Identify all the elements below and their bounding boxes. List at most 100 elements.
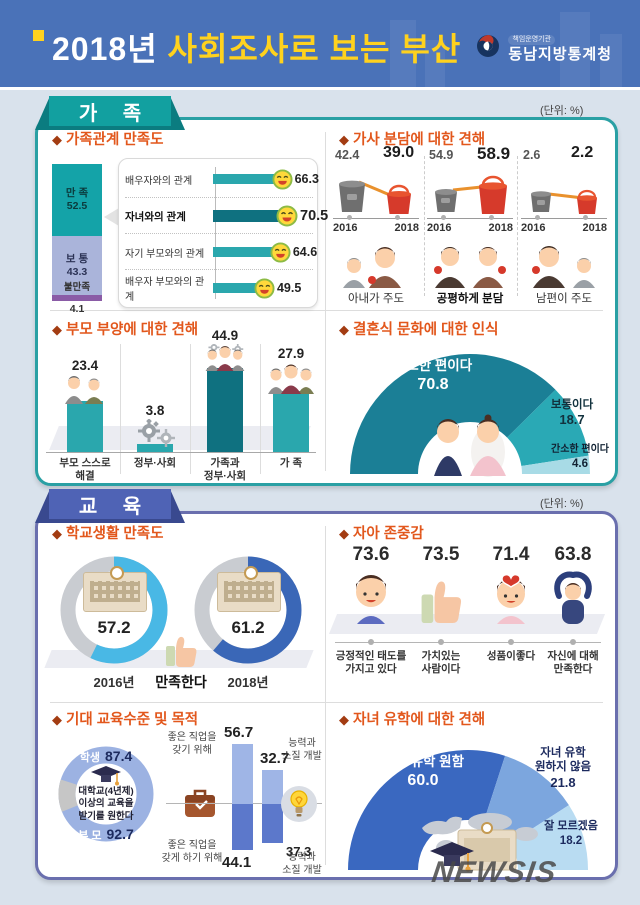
purpose-caption: 좋은 직업을 갖게 하기 위해 [161,840,223,864]
bar [213,283,265,293]
esteem-item: 63.8 [537,544,609,624]
panel-title: ◆ 학교생활 만족도 [52,526,164,542]
purpose-caption: 능력과 소질 개발 [282,738,322,762]
stack-bottom-value: 4.1 [69,303,85,315]
year-label: 2016 [521,222,546,234]
student-bar [232,744,253,804]
bar-row: 배우자와의 관계 66.3 [125,161,319,197]
gauge-slice [521,455,590,474]
smiley-face-icon [254,277,275,299]
agency-logo: 책임운영기관 동남지방통계청 [475,28,612,63]
graduation-cap-icon [91,766,121,786]
panel-title: ◆ 부모 부양에 대한 견해 [52,322,199,338]
page-header: 2018년 사회조사로 보는 부산 책임운영기관 동남지방통계청 [0,0,640,90]
diamond-bullet-icon: ◆ [52,322,62,337]
gears-icon [138,418,175,447]
axis-line [427,218,513,219]
education-section-box: ◆ 학교생활 만족도 57.2 61.2 [35,511,618,880]
gauge-label-average: 보통이다 18.7 [550,399,594,428]
axis-line [335,642,601,643]
family-section-box: ◆ 가족관계 만족도 만 족 52.5 보 통 43.3 불만족 4.1 배우자와의 … [35,117,618,486]
student-ring-label: 학생 87.4 [79,748,133,764]
esteem-item: 71.4 [475,544,547,624]
group-caption: 아내가 주도 [347,293,405,305]
purpose-caption: 좋은 직업을 갖기 위해 [167,732,217,756]
gauge-label-not-want: 자녀 유학 원하지 않음 21.8 [534,747,592,790]
donut-arc [60,556,168,664]
gauge-slice [350,354,556,474]
group-caption: 남편이 주도 [535,293,593,305]
panel-title: ◆ 기대 교육수준 및 목적 [52,712,199,728]
panel-housework-sharing: ◆ 가사 분담에 대한 견해 42.4 39.0 2016 2018 [325,120,615,310]
thumbs-up-icon [421,581,462,623]
taegeuk-logo-icon [477,34,500,57]
callout-arrow [104,208,119,226]
group-caption: 공평하게 분담 [436,293,504,305]
lightbulb-icon [290,790,308,817]
tick-dot [489,215,494,220]
couple-icon [532,246,595,288]
tick-dot [395,215,400,220]
elderly-couple-icon [65,375,103,404]
bar-value: 44.1 [222,854,252,871]
skyline-decoration [600,34,622,87]
bar-column: 3.8 [120,328,190,452]
newsis-watermark: NEWSIS [429,856,559,889]
diamond-bullet-icon: ◆ [52,712,62,727]
bar-value: 32.7 [260,750,290,767]
smiley-face-icon [270,241,291,263]
divider [424,156,425,296]
bar [273,390,309,452]
divider [517,156,518,296]
tick-dot [535,215,540,220]
year-label: 2018년 [227,675,269,690]
gauge-label-unsure: 잘 모르겠음 18.2 [544,820,598,847]
diamond-bullet-icon: ◆ [339,322,349,337]
bride-groom-icon [434,414,506,477]
diamond-bullet-icon: ◆ [339,526,349,541]
bar-value: 37.3 [286,844,312,859]
divider [190,344,191,474]
divider [260,344,261,474]
relationship-bars-panel: 배우자와의 관계 66.3 자녀와의 관계 70.5 [118,158,328,308]
bar-row: 자기 부모와의 관계 64.6 [125,233,317,270]
esteem-caption: 가치있는 사람이다 [421,650,461,676]
bar-row: 배우자 부모와의 관계 49.5 [125,269,313,306]
title-bullet-square [33,30,44,41]
bar-row: 자녀와의 관계 70.5 [125,197,328,234]
positive-face-icon [356,575,386,624]
donut-value: 61.2 [231,618,265,637]
stack-segment: 보 통 43.3 [52,235,102,296]
smiley-face-icon [276,205,298,227]
panel-expected-education: ◆ 기대 교육수준 및 목적 학생 87.4 부 모 92.7 대학교(4년제) … [38,702,325,876]
skyline-decoration [560,12,590,87]
year-label: 2018 [394,222,419,234]
parent-bar [262,804,283,844]
gauge-slice [507,389,589,467]
panel-family-relationship-satisfaction: ◆ 가족관계 만족도 만 족 52.5 보 통 43.3 불만족 4.1 배우자와의 … [38,120,328,315]
buckets-icon [435,175,507,214]
year-label: 2018 [488,222,513,234]
divider [120,344,121,474]
donut-2016: 57.2 [60,556,168,664]
bar-column: 44.9 [190,328,260,452]
panel-title: ◆ 자녀 유학에 대한 견해 [339,712,486,728]
donut-arc [194,556,302,664]
tick-dot [438,639,444,645]
buckets-icon [531,189,597,214]
diamond-bullet-icon: ◆ [339,712,349,727]
year-label: 2016년 [93,675,135,690]
skyline-decoration [425,40,445,87]
buckets-icon [339,180,411,214]
axis-line [333,218,419,219]
panel-self-esteem: ◆ 자아 존중감 73.6 73.5 71.4 [325,514,615,702]
year-label: 2018 [582,222,607,234]
tick-dot [441,215,446,220]
graduation-cap-icon [430,842,474,872]
stack-segment: 불만족 [52,282,102,301]
student-bar [262,769,283,804]
page-title: 2018년 사회조사로 보는 부산 [52,24,461,70]
bar-category: 가 족 [279,457,303,469]
bar-value: 56.7 [224,724,254,741]
diamond-bullet-icon: ◆ [339,132,349,147]
